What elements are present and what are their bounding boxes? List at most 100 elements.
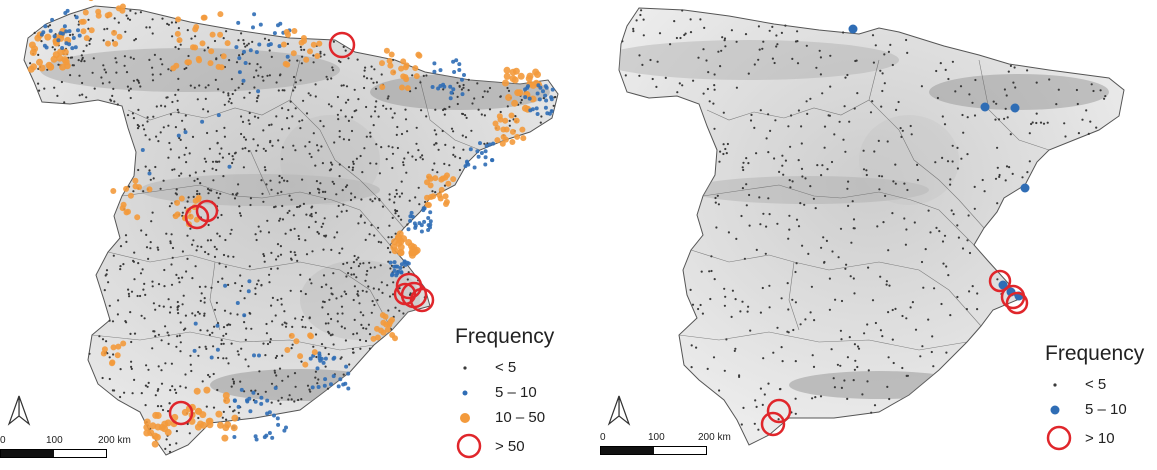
point-under-5 [425, 74, 428, 77]
point-under-5 [1057, 88, 1060, 91]
point-under-5 [819, 56, 822, 59]
point-under-5 [237, 353, 240, 356]
point-under-5 [916, 163, 919, 166]
marker-5-10 [998, 280, 1008, 290]
point-under-5 [164, 447, 167, 450]
point-under-5 [638, 54, 641, 57]
point-under-5 [813, 319, 816, 322]
point-under-5 [852, 218, 856, 221]
point-under-5 [243, 321, 246, 324]
point-under-5 [778, 170, 781, 173]
point-under-5 [874, 44, 877, 47]
point-under-5 [727, 231, 730, 234]
point-under-5 [444, 143, 447, 146]
point-under-5 [156, 405, 160, 408]
point-under-5 [748, 193, 751, 197]
point-under-5 [632, 30, 635, 33]
point-under-5 [390, 236, 393, 239]
point-10-50 [110, 188, 117, 194]
point-under-5 [1042, 122, 1046, 125]
point-under-5 [175, 273, 178, 276]
point-under-5 [240, 132, 243, 136]
point-under-5 [787, 237, 790, 240]
point-under-5 [273, 371, 277, 374]
point-under-5 [323, 197, 327, 201]
point-under-5 [286, 117, 289, 120]
point-under-5 [1005, 165, 1009, 168]
point-under-5 [723, 369, 726, 372]
point-under-5 [624, 74, 627, 77]
point-under-5 [203, 301, 206, 304]
point-under-5 [340, 356, 343, 359]
point-under-5 [145, 26, 148, 29]
point-under-5 [126, 17, 130, 20]
point-under-5 [290, 398, 293, 401]
point-under-5 [709, 297, 712, 301]
point-5-10 [71, 36, 76, 40]
point-under-5 [250, 389, 253, 392]
point-under-5 [941, 115, 944, 118]
point-under-5 [249, 197, 252, 200]
point-under-5 [264, 149, 267, 152]
point-under-5 [144, 384, 147, 387]
point-under-5 [363, 147, 366, 150]
point-under-5 [386, 97, 389, 100]
point-under-5 [920, 85, 923, 88]
point-under-5 [767, 151, 770, 154]
marker-over-50 [393, 282, 417, 306]
point-under-5 [355, 332, 359, 335]
point-under-5 [359, 338, 362, 342]
point-under-5 [764, 252, 767, 255]
point-under-5 [199, 182, 202, 185]
point-10-50 [110, 344, 117, 351]
point-under-5 [196, 177, 199, 181]
point-under-5 [673, 20, 676, 23]
point-under-5 [435, 142, 438, 145]
point-5-10 [406, 227, 411, 232]
point-10-50 [217, 11, 224, 18]
point-under-5 [311, 250, 314, 253]
point-5-10 [475, 149, 480, 154]
point-under-5 [820, 246, 823, 249]
point-5-10 [267, 410, 272, 415]
point-10-50 [438, 176, 445, 183]
point-under-5 [230, 385, 233, 388]
point-5-10 [448, 96, 453, 101]
point-under-5 [236, 350, 239, 353]
point-under-5 [435, 133, 438, 136]
point-under-5 [337, 204, 340, 207]
point-under-5 [712, 102, 715, 105]
point-under-5 [949, 183, 952, 186]
point-under-5 [776, 326, 779, 329]
point-under-5 [795, 218, 799, 221]
point-under-5 [943, 123, 947, 126]
point-under-5 [507, 89, 511, 92]
point-under-5 [702, 48, 705, 51]
point-under-5 [689, 30, 693, 34]
point-10-50 [316, 40, 323, 47]
point-10-50 [95, 12, 102, 19]
point-under-5 [133, 278, 136, 281]
point-under-5 [283, 310, 286, 313]
point-under-5 [889, 43, 892, 47]
point-under-5 [253, 115, 257, 118]
point-under-5 [336, 320, 339, 323]
point-10-50 [231, 414, 239, 422]
point-under-5 [268, 49, 271, 52]
point-under-5 [304, 326, 307, 329]
point-under-5 [336, 215, 339, 218]
point-under-5 [177, 77, 180, 80]
point-under-5 [212, 345, 215, 348]
point-under-5 [996, 202, 999, 205]
point-under-5 [706, 367, 709, 370]
point-under-5 [270, 382, 274, 385]
point-10-50 [395, 234, 403, 242]
point-under-5 [443, 107, 446, 110]
point-under-5 [223, 309, 227, 312]
point-under-5 [838, 120, 841, 123]
point-under-5 [299, 79, 302, 82]
point-under-5 [539, 121, 542, 124]
point-under-5 [887, 249, 890, 252]
point-under-5 [368, 261, 371, 264]
point-10-50 [416, 52, 423, 59]
